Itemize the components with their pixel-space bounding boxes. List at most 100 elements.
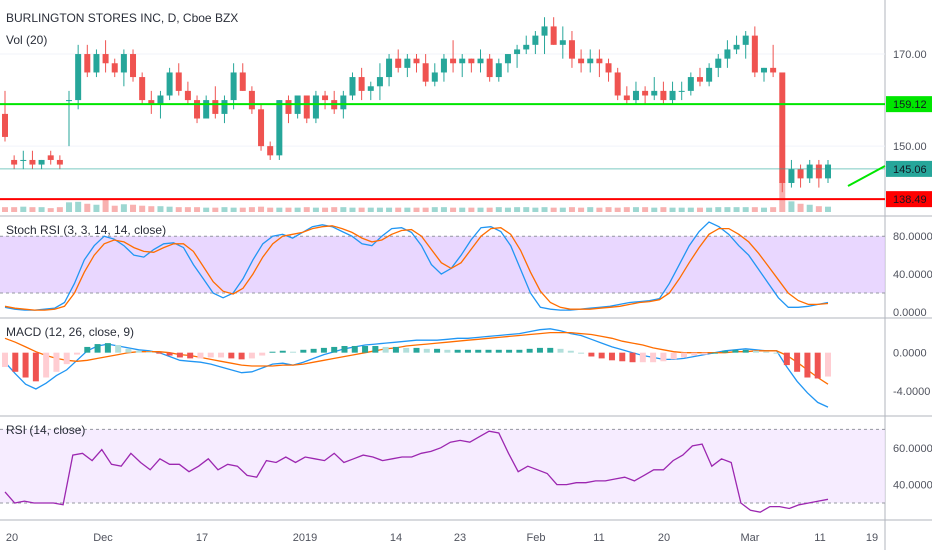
volume-bar [623,207,630,212]
candle-body [459,58,466,64]
candle-body [175,72,182,91]
volume-bar [788,201,795,212]
grid-layer [0,53,885,147]
candle-body [568,40,575,59]
candle-body [239,72,246,91]
macd-histogram-bar [567,350,574,353]
macd-histogram-bar [423,348,430,353]
macd-histogram-bar [84,346,91,353]
volume-bar [687,207,694,212]
macd-histogram-bar [228,352,235,359]
x-tick-label: 20 [6,532,18,544]
volume-bar [514,207,521,212]
macd-histogram-bar [732,349,739,353]
x-tick-label: 2019 [293,532,317,544]
stoch-rsi-series-line [4,221,829,311]
volume-bar [614,207,621,212]
macd-histogram-bar [526,348,533,353]
volume-bar [239,207,246,212]
rsi-series-line [4,430,829,513]
macd-histogram-bar [763,351,770,353]
stoch-rsi-band [0,236,885,294]
candle-body [779,72,786,183]
macd-histogram-bar [629,352,636,363]
candle-body [166,72,173,96]
volume-bar [431,207,438,212]
rsi-title: RSI (14, close) [6,423,85,437]
x-tick-label: 23 [454,532,466,544]
macd-histogram-bar [506,349,513,353]
volume-bar [669,207,676,212]
macd-histogram-bar [372,345,379,353]
candle-body [184,90,191,101]
volume-bar [404,207,411,212]
x-tick-label: 11 [593,532,604,544]
volume-bar [376,207,383,212]
macd-histogram-bar [752,350,759,353]
volume-bar [541,207,548,212]
level-badge-label: 159.12 [893,99,927,111]
macd-histogram-bar [362,345,369,353]
volume-bar [47,208,54,212]
volume-bar [331,207,338,212]
last-price-badge [886,160,932,177]
x-tick-label: Feb [527,532,546,544]
candle-body [788,169,795,183]
volume-bar [495,207,502,212]
candle-body [642,90,649,96]
level-badge [886,96,932,113]
volume-bar [642,207,649,212]
macd-histogram-bar [588,352,595,357]
candle-body [349,77,356,96]
x-tick-label: 17 [196,532,208,544]
macd-histogram-bar [783,352,790,366]
candle-body [815,164,822,179]
volume-bar [184,207,191,212]
volume-bar [139,205,146,212]
macd-histogram-bar [166,352,173,356]
macd-histogram-bar [711,352,718,354]
candle-body [221,100,228,114]
candle-body [303,95,310,119]
candle-body [541,26,548,36]
candle-body [66,100,73,102]
volume-bar [175,207,182,212]
macd-histogram-bar [403,347,410,353]
macd-histogram-bar [310,348,317,353]
volume-bar [696,207,703,212]
macd-histogram-bar [94,344,101,353]
macd-histogram-bar [290,351,297,353]
macd-series-line [4,328,829,408]
trendline-drawing [847,165,886,187]
candle-body [148,100,155,105]
macd-histogram-bar [146,351,153,353]
macd-tick-label: -4.0000 [893,386,930,398]
macd-histogram-bar [650,352,657,363]
candle-body [797,169,804,179]
volume-bar [504,207,511,212]
volume-bar [248,207,255,212]
rsi-tick-label: 60.0000 [893,443,932,455]
macd-tick-label: 0.0000 [893,348,927,360]
volume-bar [386,207,393,212]
macd-histogram-bar [722,350,729,353]
volume-bar [797,203,804,212]
volume-bar [587,207,594,212]
macd-histogram-bar [125,348,132,353]
volume-bar [459,207,466,212]
volume-bar [267,207,274,212]
candle-body [93,54,100,73]
volume-bar [477,207,484,212]
volume-bar [276,207,283,212]
candle-body [157,95,164,105]
volume-bar [294,207,301,212]
macd-histogram-bar [207,352,214,358]
macd-histogram-bar [608,352,615,361]
volume-bar [258,206,265,212]
volume-bar [770,207,777,212]
macd-histogram-bar [187,352,194,359]
macd-histogram-bar [639,352,646,363]
macd-histogram-bar [434,348,441,353]
x-tick-label: 14 [390,532,402,544]
macd-histogram-bar [135,350,142,353]
